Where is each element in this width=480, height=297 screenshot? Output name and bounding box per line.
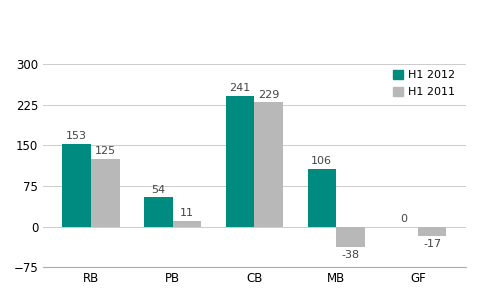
- Bar: [173, 221, 201, 227]
- Text: 54: 54: [151, 185, 166, 195]
- Bar: [144, 197, 173, 227]
- Text: -38: -38: [341, 250, 360, 260]
- Bar: [336, 227, 365, 247]
- Text: 106: 106: [312, 157, 332, 166]
- Text: 229: 229: [258, 90, 279, 100]
- Bar: [254, 102, 283, 227]
- Bar: [308, 169, 336, 227]
- Bar: [91, 159, 120, 227]
- Text: Voorzieningen per segment (in EUR m): Voorzieningen per segment (in EUR m): [12, 18, 422, 37]
- Text: 11: 11: [180, 208, 194, 218]
- Text: 125: 125: [95, 146, 116, 156]
- Text: -17: -17: [423, 238, 441, 249]
- Bar: [418, 227, 446, 236]
- Bar: [62, 144, 91, 227]
- Text: 153: 153: [66, 131, 87, 141]
- Text: 0: 0: [400, 214, 407, 224]
- Text: 241: 241: [229, 83, 251, 93]
- Bar: [226, 96, 254, 227]
- Legend: H1 2012, H1 2011: H1 2012, H1 2011: [388, 65, 460, 102]
